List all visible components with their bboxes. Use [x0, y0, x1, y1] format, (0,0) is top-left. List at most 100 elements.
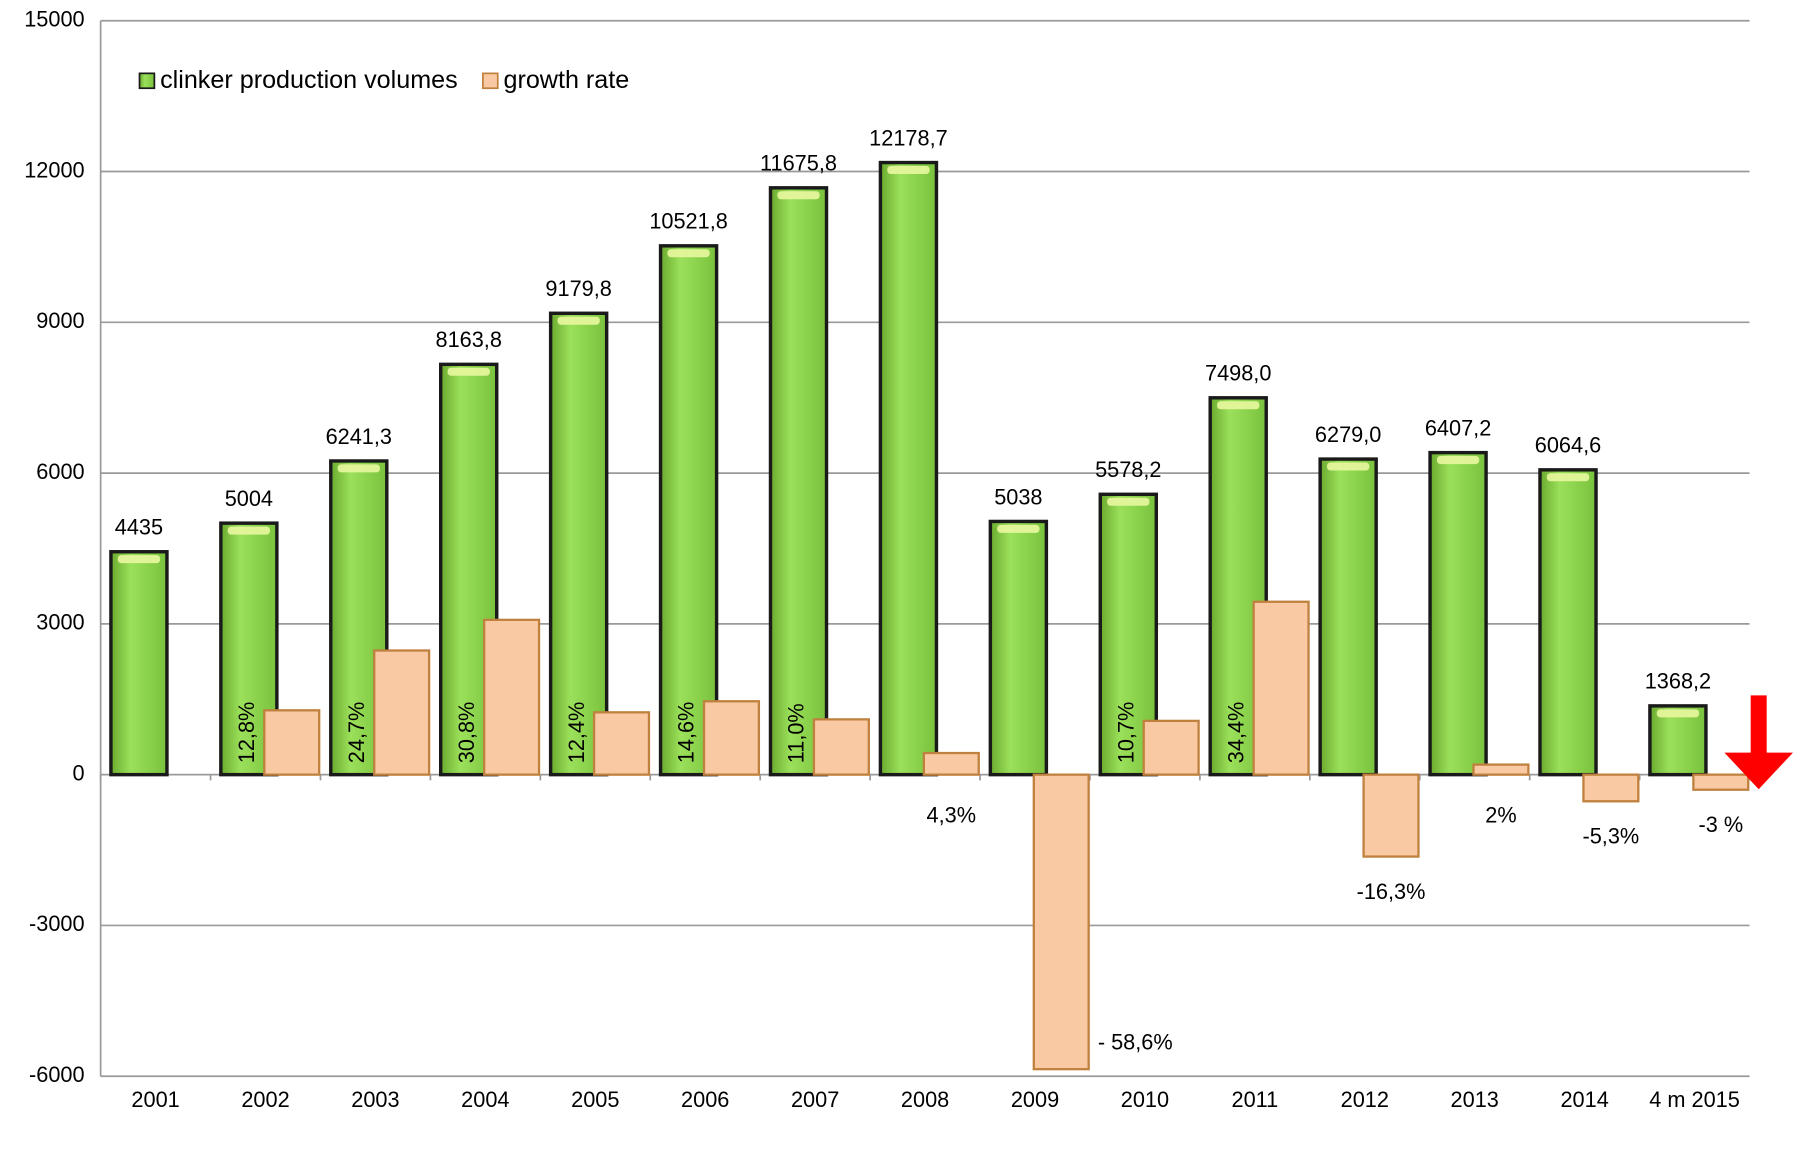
bar	[658, 244, 719, 777]
bar-highlight	[227, 526, 271, 535]
y-tick-label: 15000	[24, 6, 84, 31]
y-tick-label: -3000	[29, 911, 85, 936]
x-tick-label: 2004	[461, 1088, 510, 1113]
data-label: -16,3%	[1357, 879, 1426, 904]
bar	[219, 521, 279, 777]
x-tick-label-box: 2005	[571, 1088, 620, 1113]
x-tick-label: 2009	[1010, 1088, 1060, 1113]
x-tick-label-box: 2001	[131, 1088, 180, 1113]
data-label: 4435	[115, 515, 163, 540]
x-tick-label-box: 2008	[901, 1089, 949, 1113]
y-tick-label: 6000	[36, 459, 84, 484]
bar	[1538, 468, 1598, 777]
data-label: 6241,3	[326, 424, 392, 449]
bar	[1252, 600, 1310, 776]
data-label: 12,4%	[564, 702, 589, 764]
x-tick-label-box: 2013	[1450, 1088, 1499, 1113]
x-tick-label: 2014	[1560, 1088, 1609, 1113]
x-tick-label: 2002	[241, 1088, 290, 1113]
y-tick-label: 0	[73, 760, 85, 785]
data-label: 12,8%	[234, 702, 259, 764]
data-label: - 58,6%	[1098, 1030, 1173, 1055]
data-label: -3 %	[1698, 812, 1743, 837]
data-label: 5004	[225, 486, 273, 511]
bar-highlight	[1107, 497, 1150, 506]
data-label: 7498,0	[1205, 361, 1271, 386]
x-tick-label-box: 4 m 2015	[1649, 1088, 1740, 1113]
x-tick-label: 2001	[131, 1088, 180, 1113]
bar-highlight	[1546, 473, 1590, 482]
bar	[1428, 450, 1488, 777]
bar	[768, 186, 829, 777]
bar	[1142, 719, 1200, 776]
data-label: 1368,2	[1645, 669, 1711, 694]
bar-highlight	[557, 316, 600, 325]
x-tick-label: 2007	[790, 1088, 840, 1113]
data-label: 6064,6	[1535, 433, 1601, 458]
bar-highlight	[887, 165, 930, 174]
x-tick-label-box: 2003	[351, 1088, 400, 1113]
data-label: 14,6%	[674, 702, 699, 764]
legend-swatch	[482, 72, 499, 90]
bar-highlight	[337, 464, 380, 473]
data-label: 8163,8	[435, 327, 501, 352]
data-label: 12178,7	[869, 125, 948, 150]
bar-highlight	[117, 555, 161, 564]
bar	[812, 718, 870, 776]
data-label: 30,8%	[454, 702, 479, 764]
data-label: 24,7%	[344, 702, 369, 764]
bar	[548, 311, 609, 777]
y-tick-label: -6000	[29, 1062, 85, 1087]
data-label: 2%	[1485, 803, 1516, 828]
bar-highlight	[1326, 462, 1370, 471]
x-tick-label-box: 2009	[1010, 1088, 1060, 1113]
bar-highlight	[777, 191, 820, 200]
y-tick-label: 12000	[24, 157, 84, 182]
bar	[1582, 773, 1640, 803]
data-label: 11,0%	[784, 703, 809, 763]
data-label: 6407,2	[1425, 415, 1491, 440]
bar	[878, 160, 939, 777]
bar	[109, 550, 169, 777]
bar-highlight	[997, 524, 1040, 533]
x-tick-label-box: 2012	[1340, 1088, 1389, 1113]
x-tick-label: 4 m 2015	[1649, 1088, 1740, 1113]
data-label: 11675,8	[760, 151, 837, 176]
x-tick-label-box: 2011	[1231, 1088, 1279, 1113]
bar-highlight	[1217, 401, 1260, 410]
x-tick-label: 2012	[1340, 1088, 1389, 1113]
x-tick-label: 2003	[351, 1088, 400, 1113]
bar	[988, 519, 1049, 777]
x-tick-label-box: 2010	[1120, 1088, 1170, 1113]
data-label: 34,4%	[1223, 702, 1248, 764]
bar	[373, 649, 431, 776]
bar	[1692, 773, 1750, 791]
legend-label: clinker production volumes	[160, 66, 458, 94]
x-tick-label: 2010	[1120, 1088, 1170, 1113]
data-label: 10521,8	[649, 209, 728, 234]
x-tick-label-box: 2014	[1560, 1088, 1609, 1113]
data-label: 9179,8	[545, 276, 611, 301]
x-tick-label: 2013	[1450, 1088, 1499, 1113]
decline-arrow	[1724, 695, 1793, 790]
bar	[1648, 704, 1708, 777]
x-tick-label-box: 2006	[681, 1088, 730, 1113]
bar-highlight	[447, 367, 490, 376]
data-label: 4,3%	[927, 803, 977, 828]
bar	[1032, 773, 1090, 1071]
x-tick-label: 2006	[681, 1088, 730, 1113]
bar-highlight	[667, 249, 710, 258]
bar	[922, 751, 980, 776]
bar	[1472, 763, 1530, 776]
bar	[702, 700, 761, 776]
bar-highlight	[1656, 709, 1700, 718]
bar-highlight	[1436, 456, 1480, 465]
data-label: 10,7%	[1113, 702, 1138, 764]
y-tick-label: 9000	[36, 308, 84, 333]
legend-label: growth rate	[503, 66, 629, 94]
x-tick-label: 2011	[1231, 1088, 1279, 1113]
data-label: 6279,0	[1315, 422, 1381, 447]
x-tick-label: 2005	[571, 1088, 620, 1113]
bar	[263, 709, 321, 776]
bar	[592, 711, 651, 776]
